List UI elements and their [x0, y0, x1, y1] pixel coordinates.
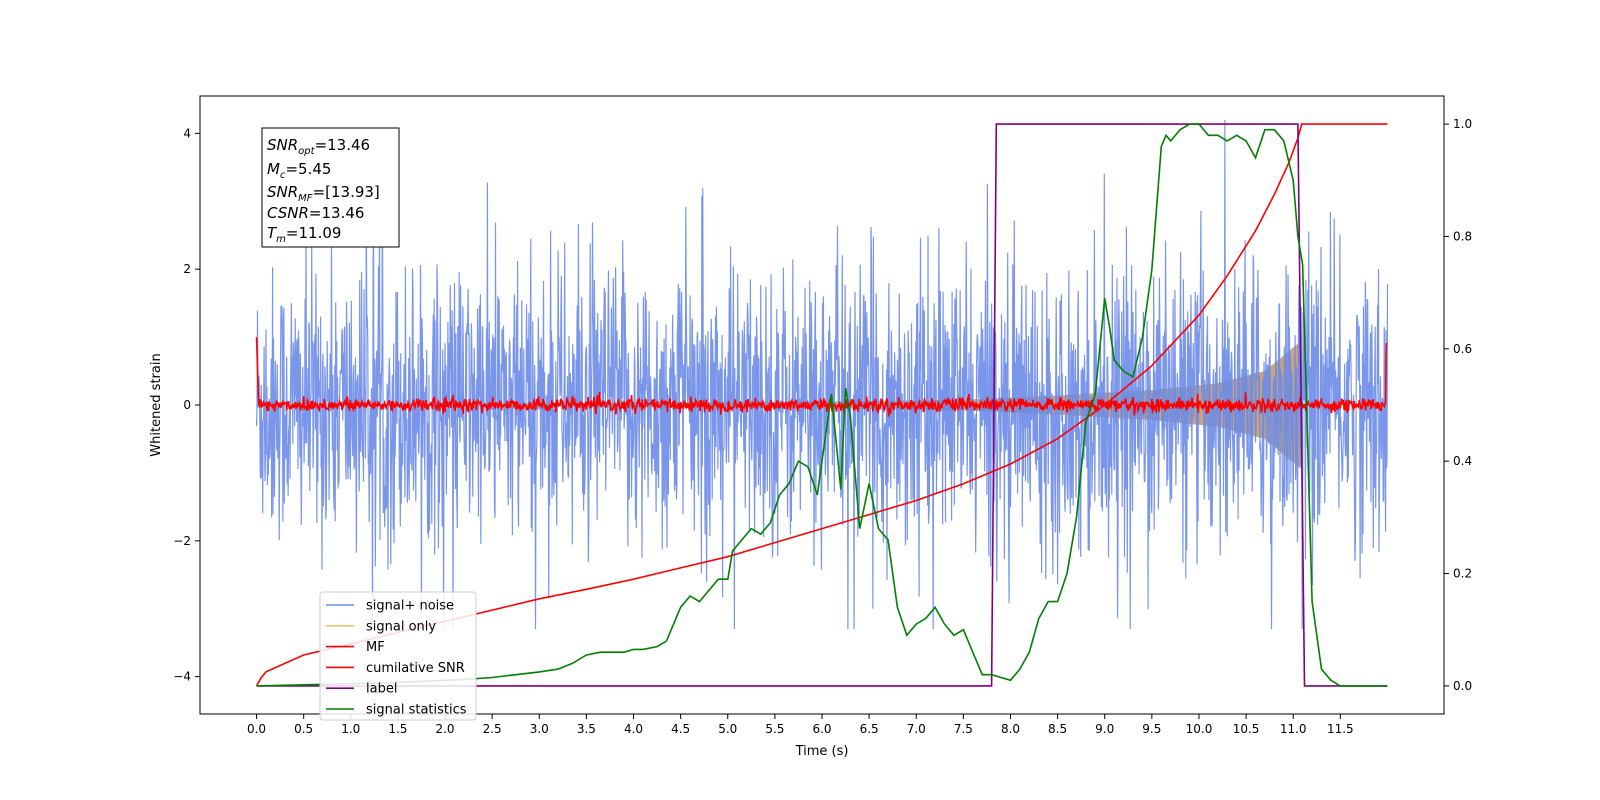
y-tick-label: −4	[173, 670, 191, 684]
mf-line	[255, 337, 1388, 417]
annotation-mc: Mc=5.45	[267, 160, 331, 181]
annotation-csnr: CSNR=13.46	[267, 204, 364, 222]
x-tick-label: 5.5	[765, 722, 784, 736]
x-tick-label: 4.0	[624, 722, 643, 736]
x-axis: 0.0 0.5 1.0 1.5 2.0 2.5 3.0 3.5 4.0 4.5 5.0 5.5 6.0 6…	[247, 714, 1354, 736]
annotation-tm: Tm=11.09	[267, 224, 341, 245]
y2-axis: 1.0 0.8 0.6 0.4 0.2 0.0	[1444, 117, 1472, 693]
legend-label: signal only	[366, 619, 436, 634]
mf-series	[255, 337, 1388, 417]
x-tick-label: 4.5	[671, 722, 690, 736]
y-tick-label: 0	[183, 398, 191, 412]
legend: signal+ noise signal only MF cumilative SNR…	[319, 591, 477, 721]
x-tick-label: 11.0	[1280, 722, 1307, 736]
x-tick-label: 9.5	[1142, 722, 1161, 736]
y-tick-label: −2	[173, 534, 191, 548]
x-tick-label: 8.5	[1048, 722, 1067, 736]
annotation-box: SNRopt=13.46 Mc=5.45 SNRMF=[13.93] CSNR=…	[261, 127, 400, 248]
x-tick-label: 7.0	[907, 722, 926, 736]
y2-tick-label: 0.2	[1453, 567, 1472, 581]
x-axis-label: Time (s)	[795, 744, 849, 759]
x-tick-label: 10.5	[1233, 722, 1260, 736]
x-tick-label: 6.5	[860, 722, 879, 736]
legend-label: label	[366, 682, 397, 697]
legend-label: signal+ noise	[366, 599, 454, 614]
y-axis-label: Whitened strain	[149, 353, 164, 456]
x-tick-label: 6.0	[812, 722, 831, 736]
x-tick-label: 10.0	[1186, 722, 1213, 736]
x-tick-label: 1.0	[341, 722, 360, 736]
annotation-snr-mf: SNRMF=[13.93]	[267, 183, 380, 204]
y2-tick-label: 0.6	[1453, 342, 1472, 356]
x-tick-label: 2.0	[435, 722, 454, 736]
signal-statistics-line	[256, 123, 1388, 687]
annotation-snr-opt: SNRopt=13.46	[267, 136, 370, 157]
y2-tick-label: 0.4	[1453, 454, 1472, 468]
y2-tick-label: 1.0	[1453, 117, 1472, 131]
y-axis: 4 2 0 −2 −4	[173, 126, 200, 684]
x-tick-label: 2.5	[483, 722, 502, 736]
legend-label: MF	[366, 640, 385, 655]
y2-tick-label: 0.0	[1453, 679, 1472, 693]
label-line	[256, 123, 1388, 687]
y2-tick-label: 0.8	[1453, 229, 1472, 243]
x-tick-label: 1.5	[388, 722, 407, 736]
x-tick-label: 9.0	[1095, 722, 1114, 736]
y-tick-label: 4	[183, 126, 191, 140]
x-tick-label: 0.5	[294, 722, 313, 736]
x-tick-label: 0.0	[247, 722, 266, 736]
y-tick-label: 2	[183, 262, 191, 276]
x-tick-label: 3.5	[577, 722, 596, 736]
x-tick-label: 11.5	[1327, 722, 1354, 736]
signal-plus-noise-line	[255, 119, 1389, 630]
legend-label: signal statistics	[366, 703, 467, 718]
legend-label: cumilative SNR	[366, 661, 465, 676]
x-tick-label: 7.5	[954, 722, 973, 736]
signal-plus-noise-series	[255, 119, 1389, 630]
x-tick-label: 3.0	[530, 722, 549, 736]
x-tick-label: 8.0	[1001, 722, 1020, 736]
x-tick-label: 5.0	[718, 722, 737, 736]
